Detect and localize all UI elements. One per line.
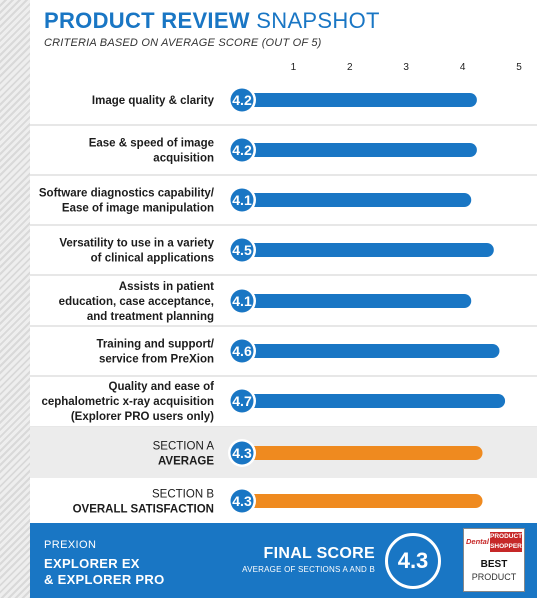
category-label: Versatility to use in a variety [59, 238, 214, 250]
value-bubble [230, 238, 254, 262]
value-label: 4.3 [232, 493, 252, 509]
bar [242, 344, 500, 358]
value-label: 4.3 [232, 445, 252, 461]
badge-best: BEST [480, 559, 508, 570]
badge-brand: Dental [466, 537, 489, 546]
bars [242, 93, 506, 508]
final-score-title: FINAL SCORE [263, 545, 375, 562]
product-name-line1: EXPLORER EX [44, 556, 140, 571]
value-label: 4.5 [232, 242, 252, 258]
best-product-badge: Dental PRODUCT SHOPPER BEST PRODUCT [463, 528, 525, 592]
category-label: SECTION B [152, 489, 214, 501]
value-label: 4.1 [232, 293, 252, 309]
category-label: Ease of image manipulation [62, 203, 214, 215]
category-label: and treatment planning [87, 311, 214, 323]
category-label: service from PreXion [99, 354, 214, 366]
category-label: Training and support/ [96, 339, 214, 351]
x-tick-label: 4 [460, 62, 466, 73]
bar [242, 394, 506, 408]
value-bubble [230, 339, 254, 363]
category-label: Ease & speed of image [89, 138, 214, 150]
title-light: SNAPSHOT [256, 8, 380, 33]
subtitle: CRITERIA BASED ON AVERAGE SCORE (OUT OF … [44, 37, 322, 49]
bar [242, 494, 483, 508]
value-bubble [230, 389, 254, 413]
badge-product: PRODUCT [471, 572, 517, 582]
category-label: Software diagnostics capability/ [39, 188, 215, 200]
value-label: 4.1 [232, 192, 252, 208]
value-bubbles: 4.2 4.2 4.1 4.5 4.1 4.6 4.7 4.3 4.3 [228, 86, 256, 515]
badge-ps-line1: PRODUCT [490, 533, 523, 540]
value-bubble [230, 289, 254, 313]
x-tick-label: 1 [291, 62, 297, 73]
value-bubble [230, 489, 254, 513]
category-label: acquisition [153, 153, 214, 165]
category-label: SECTION A [153, 441, 215, 453]
category-label: AVERAGE [158, 456, 214, 468]
decorative-stripe [0, 0, 30, 598]
x-tick-label: 5 [516, 62, 522, 73]
page-title: PRODUCT REVIEW SNAPSHOT [44, 8, 380, 34]
badge-logo: Dental PRODUCT SHOPPER [466, 532, 522, 552]
final-score-footer: PREXION EXPLORER EX & EXPLORER PRO FINAL… [30, 523, 537, 598]
category-label: Assists in patient [119, 281, 214, 293]
value-bubble [230, 88, 254, 112]
bar [242, 93, 477, 107]
product-name-line2: & EXPLORER PRO [44, 572, 165, 587]
value-label: 4.6 [232, 343, 252, 359]
value-bubble [230, 138, 254, 162]
bar [242, 243, 494, 257]
category-label: (Explorer PRO users only) [71, 411, 214, 423]
category-label: education, case acceptance, [59, 296, 214, 308]
company-name: PREXION [44, 539, 97, 551]
value-bubble [230, 188, 254, 212]
x-tick-label: 3 [403, 62, 409, 73]
final-score-value: 4.3 [385, 533, 441, 589]
x-tick-label: 2 [347, 62, 353, 73]
bar [242, 193, 472, 207]
category-labels: Image quality & clarity Ease & speed of i… [39, 95, 215, 516]
badge-product-shopper: PRODUCT SHOPPER [490, 532, 522, 552]
value-bubble [230, 441, 254, 465]
bar [242, 143, 477, 157]
value-label: 4.2 [232, 142, 252, 158]
category-label: OVERALL SATISFACTION [73, 504, 214, 516]
score-chart: 1 2 3 4 5 Image quality & clarity Ease & spee… [30, 62, 537, 516]
review-card: PRODUCT REVIEW SNAPSHOT CRITERIA BASED O… [30, 0, 537, 598]
bar [242, 294, 472, 308]
value-label: 4.2 [232, 92, 252, 108]
category-label: cephalometric x-ray acquisition [41, 396, 214, 408]
final-score-subtitle: AVERAGE OF SECTIONS A AND B [242, 565, 375, 574]
x-axis-ticks: 1 2 3 4 5 [291, 62, 523, 73]
badge-ps-line2: SHOPPER [490, 543, 522, 550]
title-bold: PRODUCT REVIEW [44, 8, 250, 33]
category-label: Quality and ease of [109, 381, 215, 393]
bar [242, 446, 483, 460]
category-label: of clinical applications [91, 253, 214, 265]
value-label: 4.7 [232, 393, 252, 409]
category-label: Image quality & clarity [92, 95, 215, 107]
